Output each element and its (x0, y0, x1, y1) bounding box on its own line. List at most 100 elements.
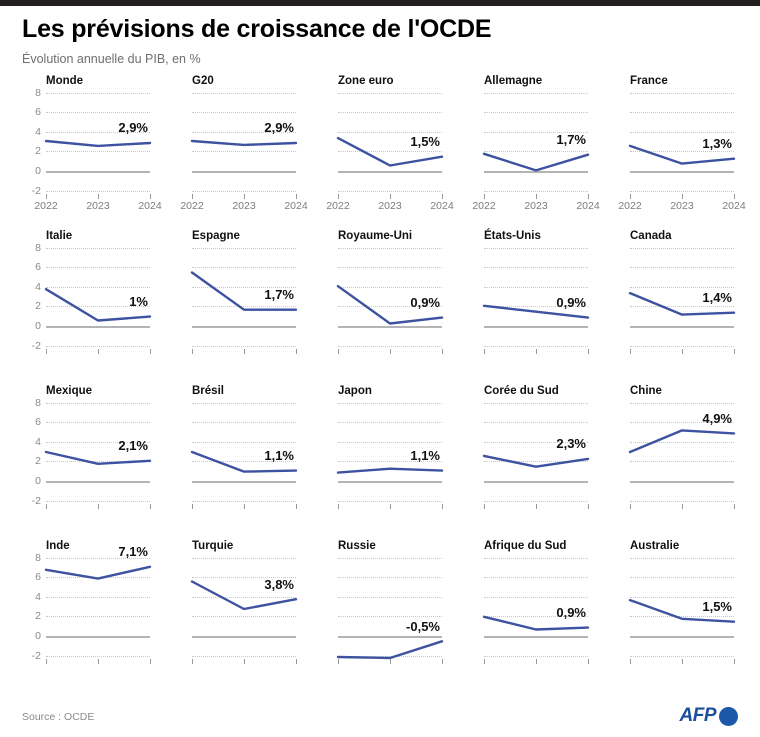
gridline (484, 286, 588, 288)
gridline (192, 190, 296, 192)
value-annotation: 0,9% (410, 295, 440, 311)
top-bar (0, 0, 760, 6)
x-axis-tick (630, 348, 631, 354)
gridline (338, 306, 442, 308)
value-annotation: 2,9% (264, 120, 294, 136)
x-axis-tick (630, 658, 631, 664)
gridline (630, 655, 734, 657)
chart-panel-title: Turquie (192, 539, 234, 552)
gridline (338, 557, 442, 559)
zero-line (192, 170, 296, 173)
value-annotation: 7,1% (118, 544, 148, 560)
x-axis-tick-label: 2023 (670, 199, 694, 212)
x-axis-tick (244, 503, 245, 509)
x-axis-tick (588, 193, 589, 199)
x-axis-tick-label: 2024 (430, 199, 454, 212)
gridline (338, 151, 442, 153)
x-axis-tick-label: 2023 (524, 199, 548, 212)
gridline (630, 461, 734, 463)
gridline (484, 655, 588, 657)
chart-panel: Espagne 1,7% (160, 230, 306, 385)
y-axis-tick-label: 8 (35, 396, 41, 409)
x-axis (192, 348, 297, 365)
gridline (338, 655, 442, 657)
x-axis-tick (588, 658, 589, 664)
series-line (482, 152, 590, 172)
zero-line (338, 325, 442, 328)
x-axis-tick (536, 658, 537, 664)
gridline (630, 616, 734, 618)
y-axis-tick-label: 6 (35, 106, 41, 119)
chart-panel: Russie -0,5% (306, 540, 452, 695)
gridline (484, 92, 588, 94)
x-axis (484, 658, 589, 675)
chart-panel-title: Monde (46, 74, 84, 87)
x-axis-tick (734, 348, 735, 354)
x-axis-tick (390, 193, 391, 199)
value-annotation: 1% (129, 294, 148, 310)
x-axis (630, 503, 735, 520)
zero-line (484, 635, 588, 638)
x-axis-tick-label: 2022 (326, 199, 350, 212)
gridline (630, 92, 734, 94)
gridline (484, 112, 588, 114)
x-axis-tick (536, 503, 537, 509)
page-title: Les prévisions de croissance de l'OCDE (22, 15, 492, 43)
x-axis-tick (150, 348, 151, 354)
y-axis-tick-label: 4 (35, 280, 41, 293)
gridline (46, 422, 150, 424)
x-axis-tick-label: 2023 (378, 199, 402, 212)
series-line (44, 287, 152, 322)
x-axis-tick (442, 348, 443, 354)
series-line (336, 136, 444, 167)
gridline (630, 402, 734, 404)
afp-wordmark: AFP (679, 705, 717, 726)
x-axis (46, 348, 151, 365)
gridline (338, 286, 442, 288)
gridline (192, 577, 296, 579)
gridline (630, 577, 734, 579)
y-axis-tick-label: 6 (35, 571, 41, 584)
gridline (192, 402, 296, 404)
gridline (484, 402, 588, 404)
x-axis-tick (338, 658, 339, 664)
gridline (630, 247, 734, 249)
plot-area (336, 557, 444, 659)
y-axis-tick-label: -2 (31, 649, 41, 662)
x-axis-tick (630, 503, 631, 509)
series-line (44, 565, 152, 580)
plot-area: 8 6 4 2 0 -2 (32, 87, 152, 197)
gridline (338, 596, 442, 598)
header: Les prévisions de croissance de l'OCDE É… (0, 6, 760, 66)
value-annotation: 0,9% (556, 295, 586, 311)
gridline (484, 247, 588, 249)
x-axis (192, 658, 297, 675)
gridline (46, 306, 150, 308)
gridline (192, 441, 296, 443)
gridline (338, 267, 442, 269)
x-axis (484, 348, 589, 365)
page-subtitle: Évolution annuelle du PIB, en % (22, 51, 201, 66)
value-annotation: 2,9% (118, 120, 148, 136)
y-axis-tick-label: 4 (35, 590, 41, 603)
series-line (628, 428, 736, 453)
zero-line (484, 480, 588, 483)
x-axis: 2022 2023 2024 (326, 193, 454, 212)
value-annotation: 2,1% (118, 438, 148, 454)
y-axis-tick-label: 0 (35, 319, 41, 332)
gridline (192, 151, 296, 153)
gridline (484, 151, 588, 153)
chart-panel: Chine 4,9% (598, 385, 744, 540)
x-axis-tick-label: 2023 (232, 199, 256, 212)
series-line (482, 454, 590, 468)
zero-line (630, 480, 734, 483)
plot-area (336, 247, 444, 347)
gridline (630, 500, 734, 502)
plot-area (628, 557, 736, 657)
gridline (630, 557, 734, 559)
series-line (336, 284, 444, 325)
chart-panel-title: Mexique (46, 384, 93, 397)
x-axis-tick-label: 2022 (34, 199, 58, 212)
x-axis-tick (98, 503, 99, 509)
chart-panel: Canada 1,4% (598, 230, 744, 385)
